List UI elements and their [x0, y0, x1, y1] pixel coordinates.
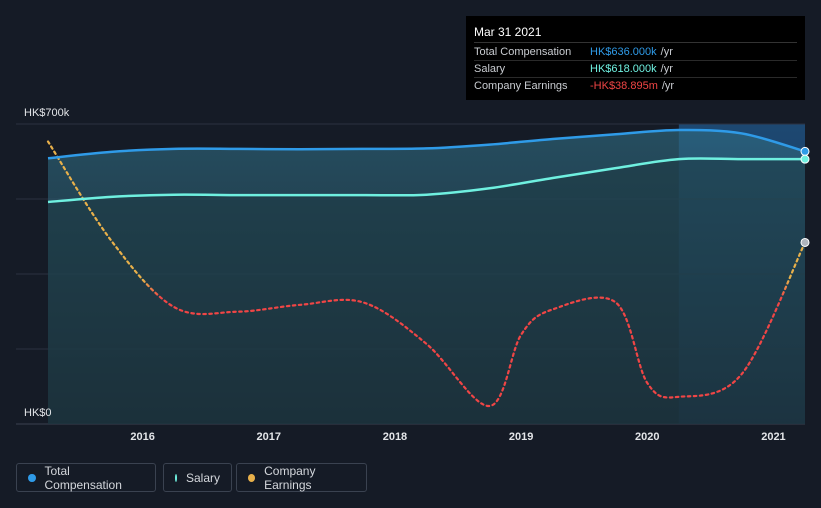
tooltip-value: HK$618.000k [590, 63, 657, 75]
salary-line [47, 157, 806, 204]
company-earnings-line [46, 140, 807, 408]
tooltip-unit: /yr [660, 63, 673, 75]
legend-item-company-earnings[interactable]: Company Earnings [236, 463, 367, 492]
legend-label: Salary [185, 470, 220, 485]
tooltip-unit: /yr [661, 80, 675, 92]
hover-tooltip: Mar 31 2021 Total Compensation HK$636.00… [466, 16, 805, 100]
salary-area [48, 158, 805, 424]
tooltip-value: HK$636.000k [590, 46, 657, 58]
tooltip-date: Mar 31 2021 [474, 24, 797, 43]
legend-dot-icon [175, 473, 177, 482]
tooltip-value: -HK$38.895m [590, 80, 658, 92]
legend-item-salary[interactable]: Salary [163, 463, 232, 492]
x-tick-label: 2019 [509, 431, 533, 443]
legend-dot-icon [28, 473, 36, 482]
tooltip-label: Salary [474, 63, 506, 75]
y-tick-label: HK$700k [24, 107, 70, 119]
tooltip-unit: /yr [660, 46, 673, 58]
tooltip-label: Total Compensation [474, 46, 572, 58]
y-tick-label: HK$0 [24, 407, 52, 419]
x-tick-label: 2017 [257, 431, 281, 443]
legend-item-total-compensation[interactable]: Total Compensation [16, 463, 156, 492]
tooltip-row-salary: Salary HK$618.000k /yr [474, 61, 797, 78]
legend-dot-icon [248, 473, 256, 482]
tooltip-label: Company Earnings [474, 80, 568, 92]
x-tick-label: 2016 [130, 431, 154, 443]
total-compensation-marker [800, 146, 810, 156]
salary-marker [800, 154, 810, 164]
legend-label: Total Compensation [44, 463, 122, 492]
tooltip-row-company-earnings: Company Earnings -HK$38.895m /yr [474, 78, 797, 94]
company-earnings-marker [800, 237, 810, 247]
legend-label: Company Earnings [264, 463, 316, 492]
x-tick-label: 2018 [383, 431, 407, 443]
x-tick-label: 2021 [761, 431, 785, 443]
total-compensation-line [47, 128, 806, 160]
tooltip-row-total-compensation: Total Compensation HK$636.000k /yr [474, 44, 797, 61]
x-tick-label: 2020 [635, 431, 659, 443]
